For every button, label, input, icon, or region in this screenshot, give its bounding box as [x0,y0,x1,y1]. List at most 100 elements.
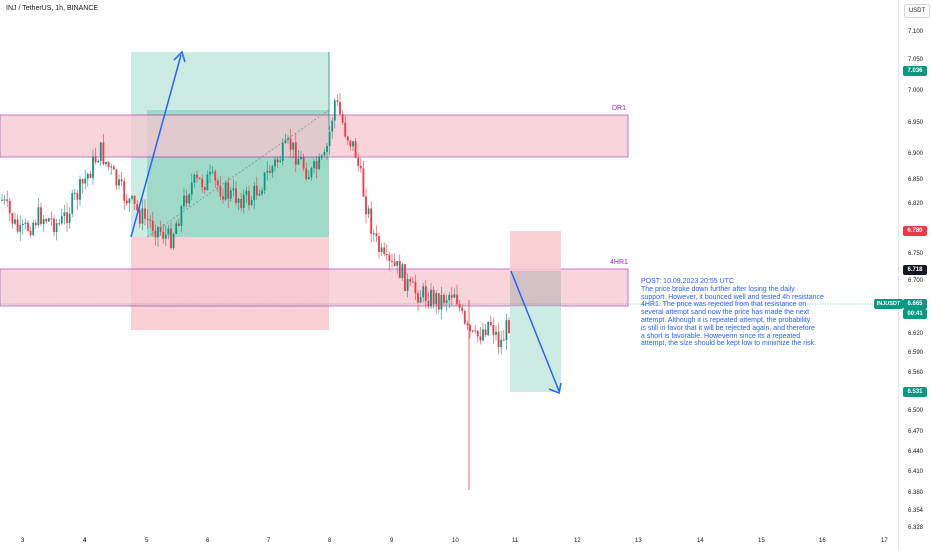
price-axis-label: 6.328 [908,525,924,531]
candle-body [146,218,149,220]
candle-body [86,173,89,179]
candle-body [6,199,9,201]
candle-body [292,142,295,150]
currency-button[interactable]: USDT [904,4,930,18]
candle-body [177,223,180,226]
price-axis-label: 7.000 [908,88,924,94]
candle-body [349,140,352,147]
short-position-stop-zone[interactable] [510,231,561,271]
candle-body [19,224,22,232]
candle-body [404,264,406,291]
candle-body [79,179,81,200]
note-line: attempt, the size should be kept low to … [641,340,817,348]
candle-body [266,170,269,173]
note-line: support. However, it bounced well and te… [641,293,824,301]
candle-body [229,190,232,199]
analysis-text-note[interactable]: POST: 10.09.2023 20:55 UTC The price brok… [641,278,846,348]
candle-body [489,322,492,326]
candle-body [372,233,375,235]
price-tag: 00:41 [903,309,927,319]
candle-body [359,165,362,169]
candle-body [448,295,451,301]
candle-body [320,155,323,157]
candle-body [406,279,409,291]
candle-body [248,190,250,206]
short-position-target-zone[interactable] [510,306,561,392]
candlestick-series [1,52,510,490]
candle-body [500,339,503,348]
candle-body [466,323,469,326]
candle-body [409,279,412,282]
candle-body [136,203,139,211]
candle-body [479,336,482,341]
candle-body [1,199,3,201]
price-tag: 6.665 [903,299,927,309]
time-axis-label: 9 [390,538,394,544]
candle-body [242,194,245,208]
candle-body [289,138,292,150]
candle-body [385,253,388,255]
price-axis-label: 6.590 [908,350,924,356]
candle-body [315,161,318,170]
candle-body [432,289,435,305]
candle-body [206,174,209,191]
price-axis-label: 6.560 [908,370,924,376]
candle-body [365,196,367,215]
candle-body [102,142,105,165]
candle-body [245,190,248,195]
candle-body [300,157,302,160]
note-line: 4HR1. The price was rejected from that r… [641,301,807,309]
candle-body [302,157,305,169]
candle-body [107,161,110,167]
candle-body [89,173,92,178]
candle-body [84,178,87,184]
down-arrow-drawing[interactable] [510,270,562,395]
chart-title: INJ / TetherUS, 1h, BINANCE [6,5,99,12]
daily-resistance-zone[interactable] [0,114,629,158]
candle-body [219,185,222,197]
candle-body [47,218,50,222]
price-axis-label: 6.380 [908,490,924,496]
candle-body [154,230,157,238]
candle-body [370,208,373,234]
candle-body [318,156,321,170]
up-arrow-drawing[interactable] [130,50,186,238]
candle-body [492,325,495,335]
price-axis-label: 6.500 [908,408,924,414]
candle-body [71,193,74,214]
candle-body [453,294,456,298]
candle-body [424,286,427,301]
candle-body [461,307,464,312]
candle-body [307,177,310,180]
candle-body [203,187,206,191]
candle-body [378,236,380,252]
candle-body [8,200,11,214]
candle-body [216,180,219,186]
time-axis-label: 10 [452,538,459,544]
price-axis-label: 7.100 [908,29,924,35]
trend-line[interactable] [146,109,330,238]
note-line: several attempt sand now the price has m… [641,309,810,317]
candle-body [354,141,357,158]
candle-body [253,185,256,201]
candle-body [333,100,336,121]
note-line: a short is favorable. Howeverm since its… [641,332,801,340]
price-axis-label: 7.050 [908,57,924,63]
candle-body [437,293,440,310]
candle-body [170,228,172,249]
candle-body [97,160,100,163]
candle-body [484,329,487,335]
candle-body [331,120,334,132]
candle-body [250,200,253,206]
candle-body [151,220,154,231]
candle-body [99,142,102,161]
candle-body [29,230,32,236]
candle-body [214,171,217,181]
price-axis-label: 6.620 [908,331,924,337]
candle-body [443,294,445,304]
time-axis-label: 14 [697,538,704,544]
candle-body [157,227,159,238]
candle-body [339,101,341,115]
candle-body [120,179,123,182]
